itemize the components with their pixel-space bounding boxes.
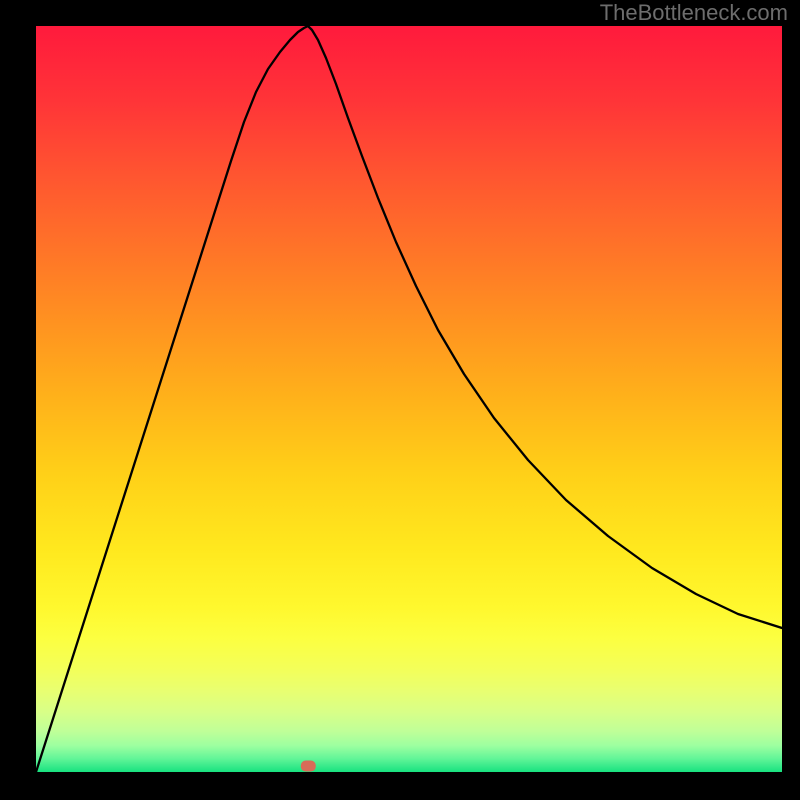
plot-area <box>36 26 782 772</box>
watermark-text: TheBottleneck.com <box>600 0 788 26</box>
gradient-background <box>36 26 782 772</box>
optimum-marker <box>301 761 316 772</box>
bottleneck-chart <box>36 26 782 772</box>
